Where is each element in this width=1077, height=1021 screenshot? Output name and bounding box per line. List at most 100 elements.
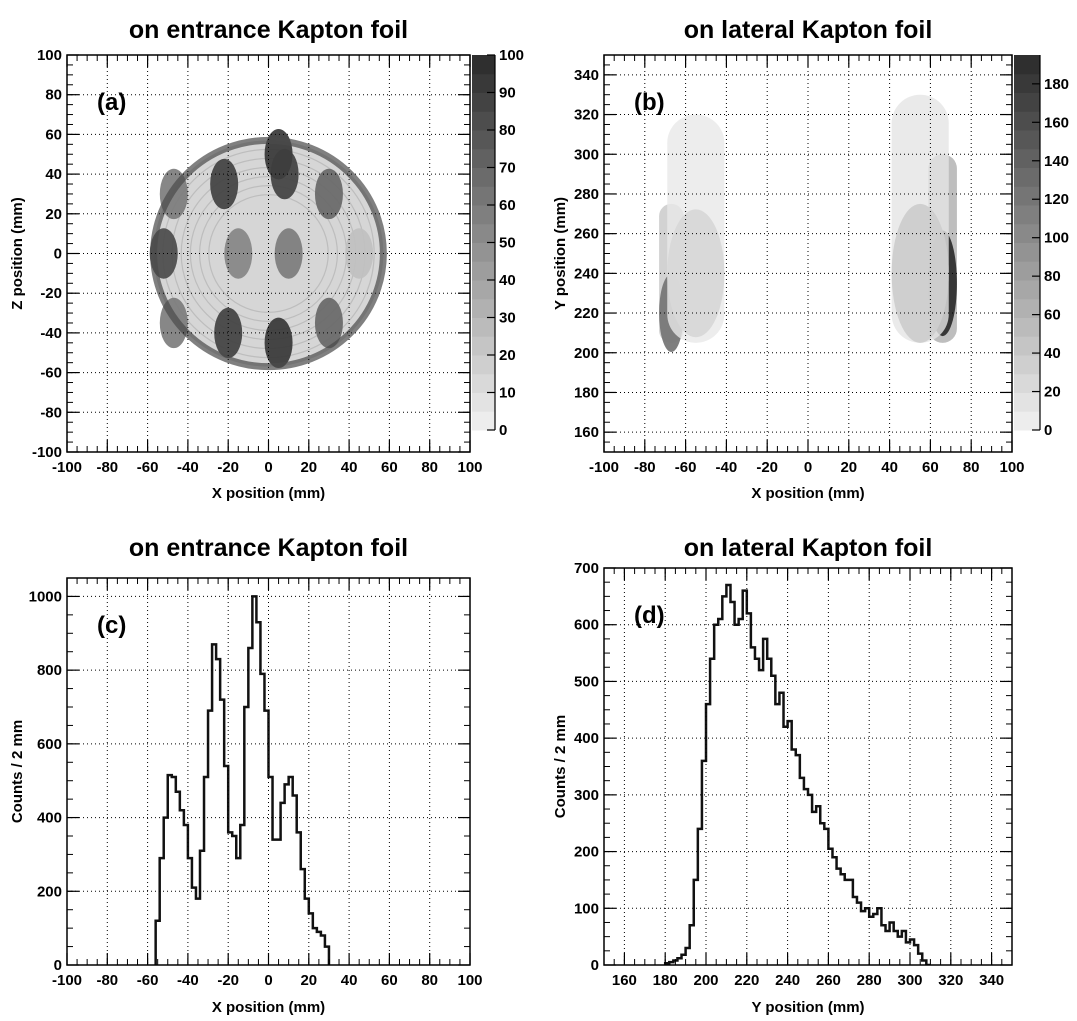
y-tick-label: 40 [45, 166, 62, 183]
hotspot [274, 228, 303, 279]
colorbar-step [472, 92, 495, 112]
colorbar-step [472, 317, 495, 337]
x-tick-label: -40 [716, 459, 738, 476]
x-tick-label: -40 [177, 972, 199, 989]
colorbar-tick-label: 60 [499, 197, 516, 214]
y-tick-label: 60 [45, 126, 62, 143]
x-tick-label: 160 [612, 972, 637, 989]
histogram-line [663, 583, 931, 965]
colorbar-step [1014, 205, 1040, 225]
colorbar-tick-label: 160 [1044, 114, 1069, 131]
colorbar-step [472, 186, 495, 206]
x-tick-label: -100 [589, 459, 619, 476]
x-tick-label: 0 [804, 459, 812, 476]
x-tick-label: 280 [857, 972, 882, 989]
histogram-line [154, 595, 331, 965]
y-tick-label: 280 [574, 186, 599, 203]
x-tick-label: -20 [756, 459, 778, 476]
panel-a: on entrance Kapton foil -100 -80 -60 -40 -20 0… [9, 16, 524, 502]
y-tick-label: 340 [574, 67, 599, 84]
colorbar-step [1014, 167, 1040, 187]
colorbar-tick-label: 120 [1044, 191, 1069, 208]
colorbar-step [1014, 130, 1040, 150]
hotspot [224, 228, 253, 279]
colorbar-step [472, 280, 495, 300]
chart-title: on lateral Kapton foil [684, 534, 933, 562]
colorbar-step [1014, 280, 1040, 300]
colorbar-step [1014, 411, 1040, 431]
x-axis-label: Y position (mm) [751, 999, 864, 1016]
data-layer [663, 583, 931, 965]
colorbar-step [1014, 392, 1040, 412]
colorbar: 0 20 40 60 80 100 120 140 160 180 [1014, 55, 1069, 439]
colorbar-step [1014, 355, 1040, 375]
y-tick-label: 240 [574, 265, 599, 282]
panel-label: (c) [97, 612, 126, 639]
hotspot [264, 317, 293, 369]
y-tick-label: 1000 [29, 588, 62, 605]
colorbar-step [472, 223, 495, 243]
y-tick-label: 400 [37, 810, 62, 827]
x-tick-label: 60 [381, 972, 398, 989]
colorbar-tick-label: 40 [499, 272, 516, 289]
colorbar-step [1014, 223, 1040, 243]
colorbar-step [1014, 55, 1040, 75]
data-layer [154, 595, 331, 965]
colorbar-tick-label: 0 [499, 422, 507, 439]
y-tick-label: 200 [37, 883, 62, 900]
x-axis-label: X position (mm) [212, 999, 325, 1016]
colorbar-tick-label: 0 [1044, 422, 1052, 439]
chart-title: on lateral Kapton foil [684, 16, 933, 44]
y-axis-label: Y position (mm) [552, 197, 569, 310]
y-tick-label: 300 [574, 146, 599, 163]
colorbar-step [472, 242, 495, 262]
y-tick-label: 400 [574, 730, 599, 747]
y-tick-label: 600 [574, 617, 599, 634]
y-tick-label: 320 [574, 107, 599, 124]
x-tick-label: 0 [264, 459, 272, 476]
panel-d: on lateral Kapton foil 160 180 200 220 240 260… [552, 534, 1013, 1016]
y-tick-label: -100 [32, 444, 62, 461]
hotspot [210, 158, 239, 210]
panel-label: (d) [634, 602, 665, 629]
hotspot [214, 307, 243, 359]
x-tick-label: 40 [341, 972, 358, 989]
colorbar-step [472, 261, 495, 281]
colorbar-step [1014, 336, 1040, 356]
x-tick-label: -20 [217, 972, 239, 989]
y-tick-label: 0 [54, 246, 62, 263]
panel-c: on entrance Kapton foil -100 -80 -60 -40 -20 0… [9, 534, 483, 1016]
colorbar-step [1014, 373, 1040, 393]
x-tick-label: -60 [675, 459, 697, 476]
x-tick-label: 340 [979, 972, 1004, 989]
x-tick-label: -60 [137, 972, 159, 989]
colorbar-tick-label: 80 [499, 122, 516, 139]
colorbar-step [472, 148, 495, 168]
y-tick-label: -60 [40, 365, 62, 382]
colorbar-tick-label: 10 [499, 385, 516, 402]
colorbar-tick-label: 50 [499, 235, 516, 252]
colorbar-step [472, 167, 495, 187]
x-tick-label: -80 [96, 972, 118, 989]
colorbar-step [1014, 261, 1040, 281]
colorbar-step [472, 205, 495, 225]
colorbar-tick-label: 100 [499, 47, 524, 64]
y-tick-label: 200 [574, 844, 599, 861]
hotspot [314, 297, 343, 349]
y-tick-label: 180 [574, 384, 599, 401]
colorbar-tick-label: 70 [499, 160, 516, 177]
x-tick-label: 40 [881, 459, 898, 476]
colorbar-step [1014, 186, 1040, 206]
x-tick-label: 240 [775, 972, 800, 989]
plot-frame [603, 567, 1013, 966]
y-axis-label: Z position (mm) [9, 197, 26, 310]
colorbar-tick-label: 90 [499, 85, 516, 102]
colorbar-tick-label: 60 [1044, 307, 1061, 324]
y-tick-label: -40 [40, 325, 62, 342]
x-axis-label: X position (mm) [751, 485, 864, 502]
x-tick-label: 40 [341, 459, 358, 476]
x-tick-label: 220 [734, 972, 759, 989]
x-tick-label: -80 [96, 459, 118, 476]
colorbar-step [472, 130, 495, 150]
x-tick-label: -60 [137, 459, 159, 476]
